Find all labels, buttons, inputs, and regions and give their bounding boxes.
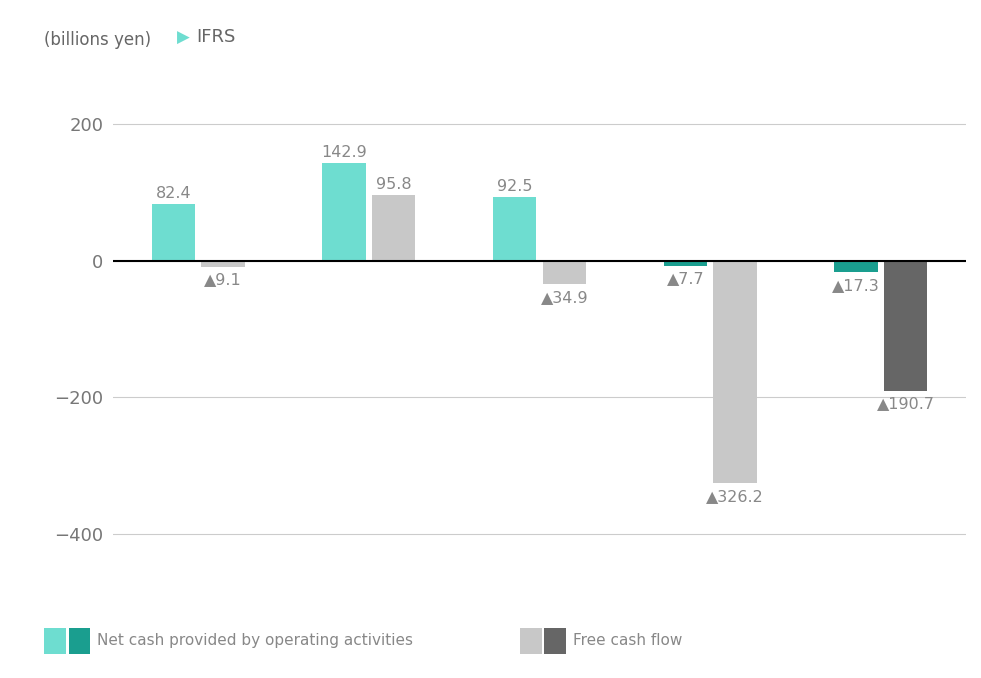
Text: ▲326.2: ▲326.2 xyxy=(706,489,764,504)
Text: Net cash provided by operating activities: Net cash provided by operating activitie… xyxy=(97,633,413,648)
Text: 95.8: 95.8 xyxy=(376,177,412,192)
Text: (billions yen): (billions yen) xyxy=(44,31,151,49)
Text: ▲17.3: ▲17.3 xyxy=(832,278,880,293)
Text: ▲190.7: ▲190.7 xyxy=(876,397,935,412)
Text: Free cash flow: Free cash flow xyxy=(573,633,682,648)
Bar xyxy=(493,197,537,260)
Text: 82.4: 82.4 xyxy=(156,186,191,201)
Text: IFRS: IFRS xyxy=(196,28,235,47)
Text: 92.5: 92.5 xyxy=(497,179,533,194)
Text: 142.9: 142.9 xyxy=(321,144,367,159)
Text: ▲34.9: ▲34.9 xyxy=(541,290,589,305)
Text: ▲9.1: ▲9.1 xyxy=(204,273,242,287)
Text: ▶: ▶ xyxy=(177,28,189,47)
Bar xyxy=(152,204,195,260)
Bar xyxy=(372,195,416,260)
Bar xyxy=(201,260,245,266)
Bar xyxy=(663,260,707,266)
Bar xyxy=(713,260,756,483)
Bar xyxy=(884,260,927,391)
Text: ▲7.7: ▲7.7 xyxy=(666,271,704,286)
Bar xyxy=(323,163,366,260)
Bar xyxy=(834,260,878,273)
Bar xyxy=(542,260,586,284)
